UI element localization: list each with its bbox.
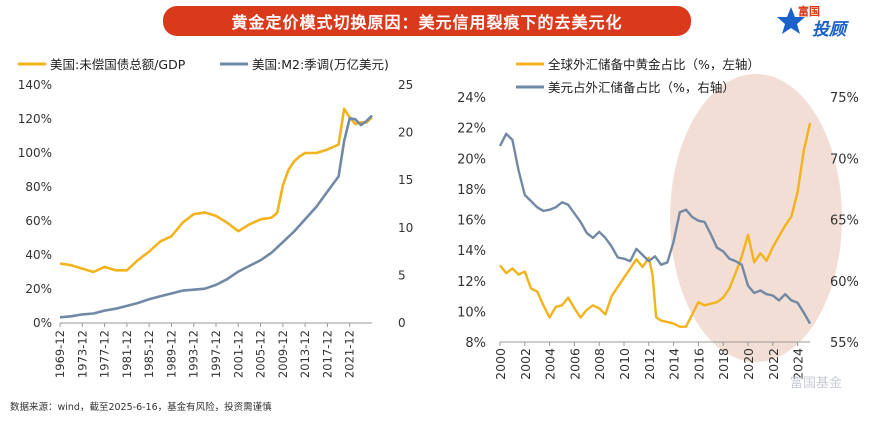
- y-left-tick: 20%: [457, 152, 486, 167]
- x-tick-label: 2000: [493, 348, 508, 380]
- star-icon: [777, 7, 805, 34]
- x-tick-label: 2018: [716, 348, 731, 380]
- series-line-gold-share: [499, 122, 812, 328]
- x-tick-label: 1989-12: [164, 330, 178, 378]
- x-tick-label: 2004: [543, 348, 558, 380]
- legend-label-gold: 全球外汇储备中黄金占比（%，左轴）: [548, 57, 760, 72]
- infographic: 黄金定价模式切换原因：美元信用裂痕下的去美元化 富国 投顾 美国:未偿国债总额/…: [10, 2, 868, 413]
- y-right-tick: 25: [398, 78, 413, 92]
- y-right-tick: 15: [398, 173, 413, 187]
- y-left-tick: 0%: [33, 316, 52, 330]
- y-left-tick: 10%: [457, 305, 486, 320]
- x-tick-label: 2005-12: [254, 330, 268, 378]
- y-right-tick: 60%: [830, 275, 859, 290]
- y-left-tick: 40%: [25, 248, 52, 262]
- x-tick-label: 1997-12: [209, 330, 223, 378]
- x-tick-label: 2017-12: [320, 330, 334, 378]
- x-tick-label: 2002: [518, 348, 533, 380]
- series-line-m2: [59, 114, 373, 319]
- x-tick-label: 1973-12: [75, 330, 89, 378]
- y-right-tick: 20: [398, 126, 413, 140]
- y-left-tick: 140%: [18, 78, 52, 92]
- x-tick-label: 2006: [567, 348, 582, 380]
- chart-right: 全球外汇储备中黄金占比（%，左轴） 美元占外汇储备占比（%，右轴） 8% 10% 12%…: [457, 57, 859, 380]
- y-left-tick: 80%: [25, 180, 52, 194]
- x-tick-label: 2001-12: [231, 330, 245, 378]
- x-tick-label: 1969-12: [53, 330, 67, 378]
- brand-logo: 富国 投顾: [776, 2, 868, 40]
- x-tick-label: 1981-12: [120, 330, 134, 378]
- legend-label-m2: 美国:M2:季调(万亿美元): [252, 57, 389, 72]
- y-left-tick: 12%: [457, 275, 486, 290]
- x-tick-label: 2024: [791, 348, 806, 380]
- x-tick-label: 2016: [691, 348, 706, 380]
- y-left-tick: 16%: [457, 214, 486, 229]
- y-left-tick: 60%: [25, 214, 52, 228]
- y-right-tick: 65%: [830, 214, 859, 229]
- y-right-tick: 70%: [830, 152, 859, 167]
- series-line-usd-share: [498, 132, 812, 325]
- x-tick-label: 2012: [642, 348, 657, 380]
- y-left-tick: 120%: [18, 112, 52, 126]
- y-left-tick: 8%: [465, 336, 486, 351]
- x-tick-label: 2021-12: [343, 330, 357, 378]
- chart-left: 美国:未偿国债总额/GDP 美国:M2:季调(万亿美元) 0% 20% 40% 60% 80…: [18, 57, 414, 378]
- x-tick-label: 2022: [766, 348, 781, 380]
- series-line-debt-gdp: [59, 107, 373, 274]
- x-tick-label: 2010: [617, 348, 632, 380]
- legend-label-debt: 美国:未偿国债总额/GDP: [50, 57, 186, 72]
- highlight-ellipse: [670, 74, 842, 362]
- legend-label-usd: 美元占外汇储备占比（%，右轴）: [548, 80, 735, 95]
- source-note: 数据来源：wind，截至2025-6-16，基金有风险，投资需谨慎: [10, 402, 272, 413]
- y-right-tick: 75%: [830, 91, 859, 106]
- y-left-tick: 100%: [18, 146, 52, 160]
- y-left-tick: 24%: [457, 91, 486, 106]
- y-left-tick: 20%: [25, 282, 52, 296]
- x-tick-label: 2014: [667, 348, 682, 380]
- y-left-tick: 22%: [457, 122, 486, 137]
- y-right-tick: 10: [398, 221, 413, 235]
- banner-title: 黄金定价模式切换原因：美元信用裂痕下的去美元化: [163, 6, 691, 36]
- y-right-tick: 55%: [830, 336, 859, 351]
- x-tick-label: 1985-12: [142, 330, 156, 378]
- watermark: 富国基金: [790, 376, 843, 391]
- y-left-tick: 14%: [457, 244, 486, 259]
- x-tick-label: 2013-12: [298, 330, 312, 378]
- logo-text-top: 富国: [798, 5, 820, 18]
- y-right-tick: 0: [398, 316, 406, 330]
- x-tick-label: 1977-12: [98, 330, 112, 378]
- x-tick-label: 2009-12: [276, 330, 290, 378]
- y-right-tick: 5: [398, 268, 406, 282]
- logo-text-main: 投顾: [812, 20, 846, 40]
- x-tick-label: 1993-12: [187, 330, 201, 378]
- y-left-tick: 18%: [457, 183, 486, 198]
- x-tick-label: 2020: [741, 348, 756, 380]
- x-tick-label: 2008: [592, 348, 607, 380]
